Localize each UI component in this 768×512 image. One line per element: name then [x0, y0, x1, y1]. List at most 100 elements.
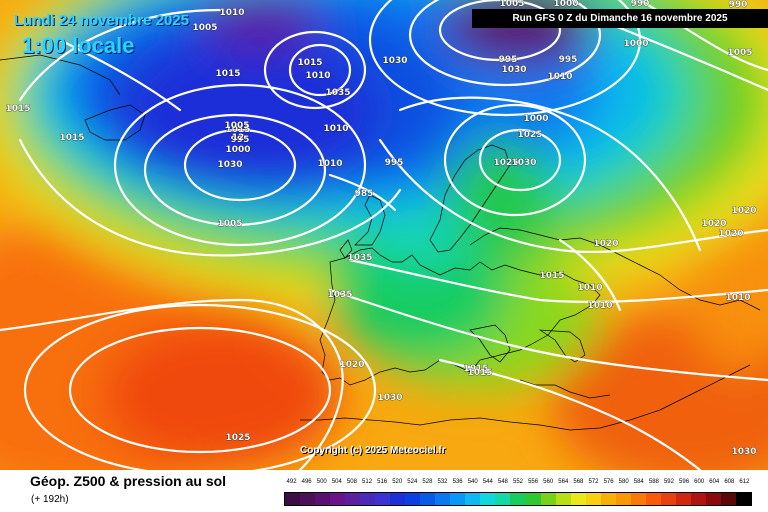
scale-swatch: [285, 493, 301, 505]
isobars: [0, 0, 768, 470]
scale-label: 584: [633, 479, 644, 485]
scale-label: 508: [346, 479, 357, 485]
forecast-step: (+ 192h): [31, 494, 69, 505]
scale-label: 500: [316, 479, 327, 485]
isobar-label: 1015: [463, 364, 488, 374]
isobar-label: 1030: [382, 56, 407, 66]
scale-label: 528: [422, 479, 433, 485]
isobar-label: 1005: [217, 219, 242, 229]
scale-swatch: [660, 493, 676, 505]
scale-swatch: [555, 493, 571, 505]
isobar-label: 1015: [59, 133, 84, 143]
scale-swatch: [330, 493, 346, 505]
isobar-labels: 1010 1005 995 1000 1030 1015 1010 1035 1030 1015 1…: [5, 0, 757, 457]
scale-swatch: [525, 493, 541, 505]
isobar-label: 1015: [225, 125, 250, 135]
scale-label: 580: [618, 479, 629, 485]
isobar-label: 1030: [731, 447, 756, 457]
scale-label: 596: [679, 479, 690, 485]
valid-date: Lundi 24 novembre 2025: [14, 12, 190, 29]
legend-bar: Géop. Z500 & pression au sol (+ 192h) 49…: [0, 470, 768, 512]
scale-swatch: [585, 493, 601, 505]
scale-label: 568: [573, 479, 584, 485]
isobar-label: 1010: [587, 301, 612, 311]
scale-label: 604: [709, 479, 720, 485]
scale-swatch: [450, 493, 466, 505]
scale-label: 492: [286, 479, 297, 485]
scale-swatch: [720, 493, 736, 505]
isobar-label: 985: [355, 189, 374, 199]
scale-swatch: [510, 493, 526, 505]
isobar-label: 1030: [217, 160, 242, 170]
isobar-label: 1010: [317, 159, 342, 169]
scale-swatch: [615, 493, 631, 505]
product-title: Géop. Z500 & pression au sol: [30, 473, 227, 489]
geopotential-map: 1010 1005 995 1000 1030 1015 1010 1035 1030 1015 1…: [0, 0, 768, 470]
isobar-label: 995: [385, 158, 404, 168]
scale-label: 600: [694, 479, 705, 485]
isobar-label: 1010: [547, 72, 572, 82]
scale-label: 516: [377, 479, 388, 485]
isobar-label: 1010: [219, 8, 244, 18]
isobar-label: 990: [631, 0, 650, 9]
isobar-label: 1010: [323, 124, 348, 134]
scale-label: 564: [558, 479, 569, 485]
scale-label: 548: [497, 479, 508, 485]
isobar-label: 1035: [347, 253, 372, 263]
isobar-label: 1025: [493, 158, 518, 168]
model-run-info: Run GFS 0 Z du Dimanche 16 novembre 2025: [472, 9, 768, 28]
valid-local-time: 1:00 locale: [22, 33, 135, 58]
isobar-label: 1020: [593, 239, 618, 249]
isobar-label: 1030: [511, 158, 536, 168]
isobar-label: 1010: [577, 283, 602, 293]
scale-swatch: [375, 493, 391, 505]
isobar-label: 1030: [377, 393, 402, 403]
isobar-label: 1015: [5, 104, 30, 114]
color-scale-labels: 492 496 500 504 508 512 516 520 524 528 532 536 540 5…: [284, 479, 752, 489]
scale-swatch: [645, 493, 661, 505]
scale-swatch: [435, 493, 451, 505]
scale-label: 612: [739, 479, 750, 485]
isobar-label: 1020: [718, 229, 743, 239]
scale-label: 552: [512, 479, 524, 485]
scale-swatch: [735, 493, 751, 505]
scale-label: 520: [392, 479, 403, 485]
isobar-label: 1030: [501, 65, 526, 75]
isobar-label: 1015: [215, 69, 240, 79]
isobar-label: 1025: [225, 433, 250, 443]
scale-swatch: [405, 493, 421, 505]
scale-label: 512: [362, 479, 373, 485]
scale-label: 504: [331, 479, 342, 485]
isobar-label: 990: [729, 0, 748, 10]
isobar-label: 995: [231, 135, 250, 145]
isobar-label: 1035: [325, 88, 350, 98]
scale-swatch: [570, 493, 586, 505]
scale-swatch: [420, 493, 436, 505]
scale-label: 556: [528, 479, 539, 485]
scale-swatch: [345, 493, 361, 505]
scale-swatch: [675, 493, 691, 505]
isobar-label: 1015: [539, 271, 564, 281]
isobar-label: 1020: [731, 206, 756, 216]
isobar-label: 1020: [701, 219, 726, 229]
scale-label: 592: [663, 479, 674, 485]
scale-swatch: [390, 493, 406, 505]
isobar-label: 1005: [727, 48, 752, 58]
scale-label: 588: [648, 479, 659, 485]
isobar-label: 1000: [553, 0, 578, 9]
scale-label: 524: [407, 479, 418, 485]
isobar-label: 995: [499, 55, 518, 65]
scale-label: 576: [603, 479, 614, 485]
isobar-label: 1000: [623, 39, 648, 49]
color-scale-bar: [284, 492, 752, 506]
scale-swatch: [495, 493, 511, 505]
scale-label: 536: [452, 479, 463, 485]
copyright-notice: Copyright (c) 2025 Meteociel.fr: [300, 445, 446, 456]
scale-swatch: [480, 493, 496, 505]
scale-swatch: [300, 493, 316, 505]
scale-label: 496: [301, 479, 312, 485]
isobar-label: 1025: [517, 130, 542, 140]
isobar-label: 1035: [327, 290, 352, 300]
scale-swatch: [705, 493, 721, 505]
